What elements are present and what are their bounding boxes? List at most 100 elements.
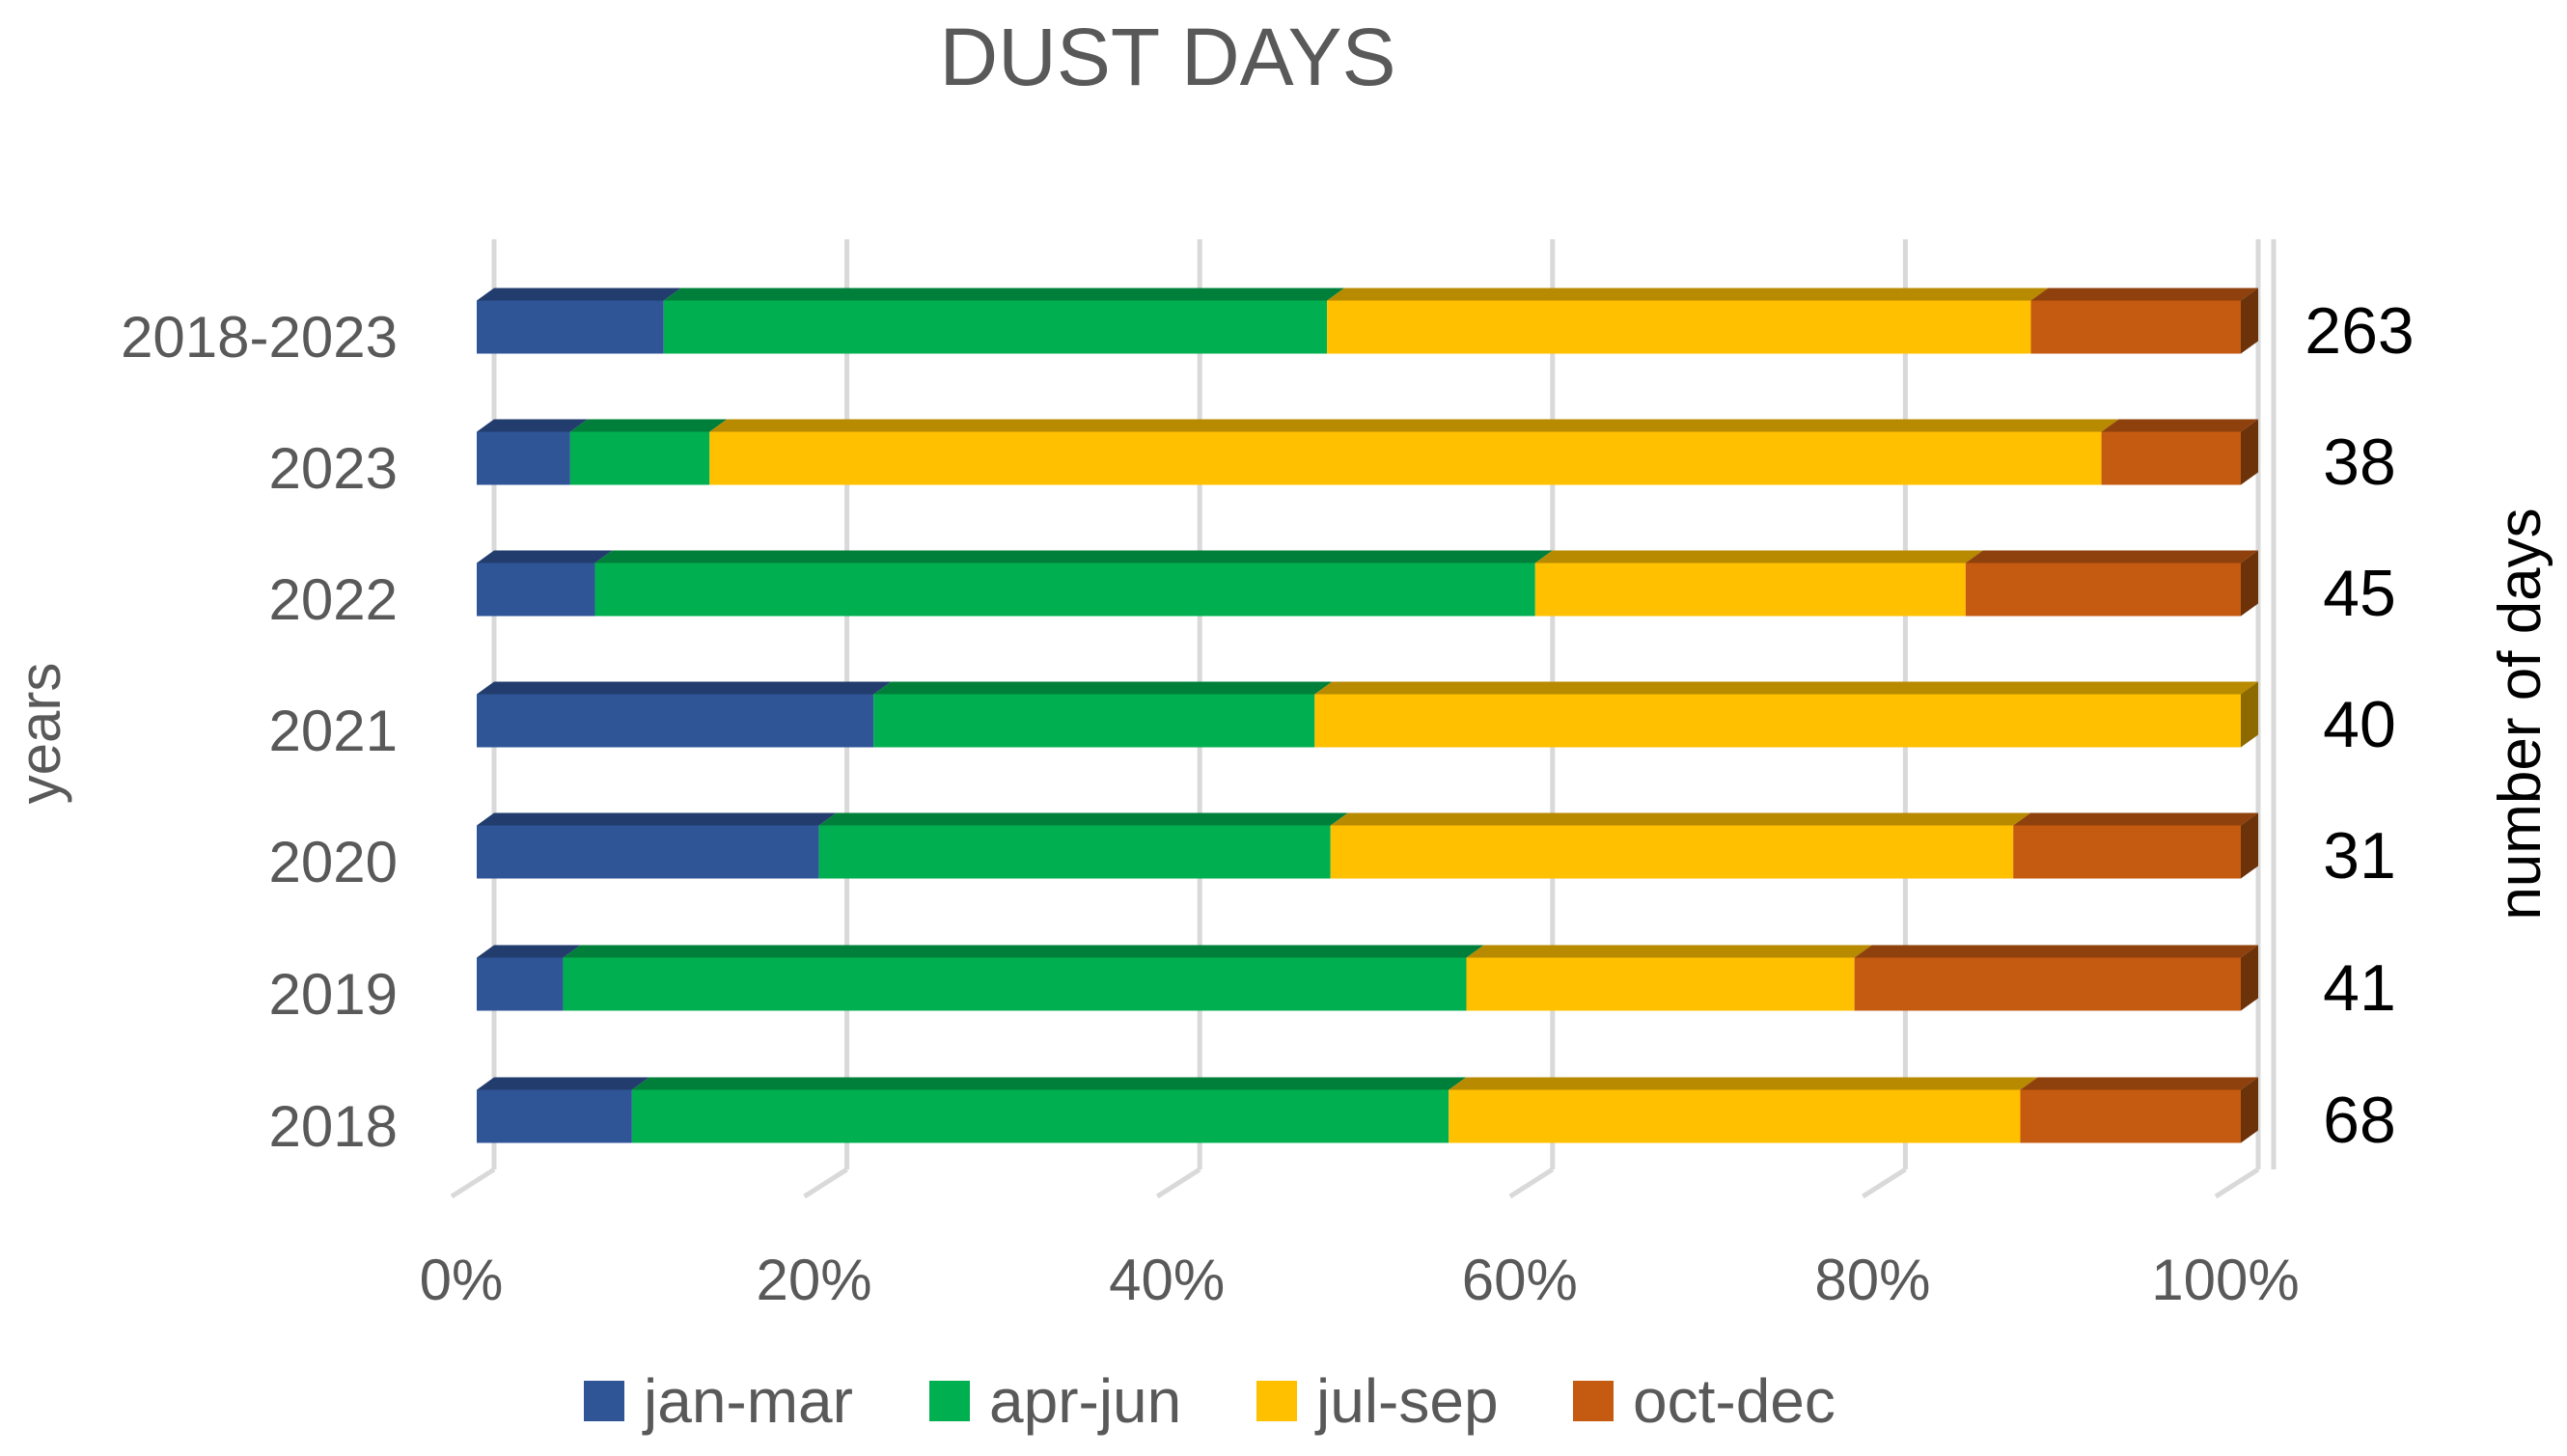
category-label: 2019 [269, 962, 398, 1027]
legend-label: jan-mar [642, 1366, 853, 1436]
bar-segment-jul-sep [1449, 1089, 2021, 1143]
bar-side-face [2241, 681, 2258, 748]
bar-segment-top [2020, 1077, 2258, 1090]
floor-line [1508, 1167, 1555, 1199]
category-label: 2023 [269, 436, 398, 501]
bar-segment-top [1965, 550, 2258, 563]
floor-line [450, 1167, 496, 1199]
bar-segment-jan-mar [477, 957, 564, 1011]
category-label: 2018-2023 [121, 305, 398, 370]
category-labels: 2018-2023 2023 2022 2021 2020 2019 2018 [121, 305, 398, 1159]
bar-segment-apr-jun [563, 957, 1467, 1011]
secondary-axis-label: number of days [2487, 508, 2553, 920]
bar-segment-apr-jun [631, 1089, 1449, 1143]
floor-line [1155, 1167, 1201, 1199]
bar-segment-top [818, 812, 1348, 826]
bar-segment-top [477, 288, 681, 301]
legend-label: apr-jun [989, 1366, 1181, 1436]
bar-segment-jul-sep [709, 431, 2102, 485]
bar-segment-jan-mar [477, 431, 570, 485]
total-label: 263 [2305, 294, 2414, 368]
x-tick-label: 60% [1462, 1248, 1578, 1312]
bar-segment-top [477, 945, 581, 958]
bar-segment-jan-mar [477, 1089, 632, 1143]
bar-segment-top [1314, 681, 2258, 695]
y-axis-label: years [8, 663, 72, 805]
bar-segment-top [1327, 288, 2049, 301]
legend-swatch [1573, 1381, 1614, 1421]
bar-segment-top [663, 288, 1345, 301]
x-tick-label: 100% [2151, 1248, 2299, 1312]
bar-segment-jul-sep [1466, 957, 1855, 1011]
bar-segment-top [2013, 812, 2258, 826]
total-label: 68 [2323, 1084, 2396, 1157]
floor-line [2214, 1167, 2260, 1199]
bar-segment-top [477, 1077, 649, 1090]
x-tick-label: 0% [420, 1248, 504, 1312]
legend-item: oct-dec [1573, 1366, 1836, 1436]
x-tick-label: 80% [1814, 1248, 1930, 1312]
bar-segment-top [477, 419, 588, 432]
bar-segment-top [1449, 1077, 2038, 1090]
bar-segment-apr-jun [873, 694, 1315, 748]
bar-segment-apr-jun [818, 825, 1331, 879]
x-tick-label: 40% [1109, 1248, 1225, 1312]
bar-side-face [2241, 419, 2258, 485]
total-label: 38 [2323, 426, 2396, 499]
bar-segment-oct-dec [2020, 1089, 2241, 1143]
chart-title: DUST DAYS [940, 12, 1396, 102]
bar-segment-top [477, 812, 837, 826]
total-label: 31 [2323, 819, 2396, 893]
bar-segment-apr-jun [663, 300, 1328, 354]
bar-segment-top [2030, 288, 2258, 301]
legend: jan-mar apr-jun jul-sep oct-dec [584, 1366, 1836, 1436]
legend-swatch [929, 1381, 970, 1421]
legend-label: jul-sep [1314, 1366, 1499, 1436]
bar-segment-top [477, 550, 613, 563]
total-labels: 263 38 45 40 31 41 68 [2305, 294, 2414, 1157]
bar-segment-jul-sep [1534, 563, 1966, 617]
legend-swatch [1256, 1381, 1297, 1421]
bar-segment-top [1854, 945, 2258, 958]
floor-line [1862, 1167, 1907, 1199]
total-label: 41 [2323, 951, 2396, 1025]
bar-segment-oct-dec [2013, 825, 2241, 879]
bar-segment-oct-dec [1854, 957, 2241, 1011]
category-label: 2018 [269, 1094, 398, 1159]
bar-segment-top [477, 681, 892, 695]
bar-segment-oct-dec [2101, 431, 2241, 485]
bar-segment-top [594, 550, 1553, 563]
x-axis-tick-labels: 0% 20% 40% 60% 80% 100% [420, 1248, 2300, 1312]
bar-segment-top [1330, 812, 2031, 826]
bar-segment-top [569, 419, 728, 432]
x-tick-label: 20% [757, 1248, 872, 1312]
bar-segment-jan-mar [477, 825, 819, 879]
bar-segment-jul-sep [1327, 300, 2031, 354]
bar-side-face [2241, 550, 2258, 617]
bar-segment-top [563, 945, 1484, 958]
bar-segment-apr-jun [569, 431, 710, 485]
bar-segment-top [631, 1077, 1467, 1090]
total-label: 45 [2323, 557, 2396, 630]
bar-segment-top [1466, 945, 1872, 958]
legend-item: jul-sep [1256, 1366, 1499, 1436]
bar-side-face [2241, 1077, 2258, 1143]
bar-segment-oct-dec [2030, 300, 2241, 354]
bar-segment-top [709, 419, 2119, 432]
bar-segment-jul-sep [1314, 694, 2241, 748]
bar-side-face [2241, 945, 2258, 1011]
bar-segment-jan-mar [477, 563, 595, 617]
legend-item: apr-jun [929, 1366, 1181, 1436]
bar-segment-jan-mar [477, 694, 874, 748]
category-label: 2022 [269, 567, 398, 632]
bar-segment-top [2101, 419, 2258, 432]
bar-segment-top [873, 681, 1333, 695]
plot-bars [477, 288, 2258, 1143]
category-label: 2021 [269, 699, 398, 763]
legend-label: oct-dec [1633, 1366, 1836, 1436]
total-label: 40 [2323, 688, 2396, 761]
bar-side-face [2241, 812, 2258, 879]
bar-segment-oct-dec [1965, 563, 2241, 617]
bar-segment-top [1534, 550, 1983, 563]
bar-segment-apr-jun [594, 563, 1535, 617]
